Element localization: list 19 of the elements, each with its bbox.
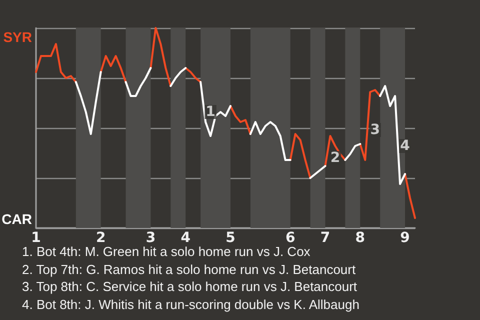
- x-tick-label: 8: [355, 230, 366, 246]
- x-tick-label: 9: [400, 230, 410, 246]
- text: CAR: [2, 211, 32, 227]
- annotation: 2: [330, 150, 340, 166]
- annotation: 4: [400, 138, 410, 154]
- x-tick-label: 4: [180, 230, 191, 246]
- x-tick-label: 7: [320, 230, 330, 246]
- text: 4. Bot 8th: J. Whitis hit a run-scoring double vs K. Allbaugh: [22, 296, 360, 313]
- x-tick-label: 6: [285, 230, 296, 246]
- x-tick-label: 1: [31, 230, 41, 246]
- series-label: SYR: [3, 29, 32, 45]
- annotation: 1: [206, 104, 216, 120]
- x-tick-label: 5: [226, 230, 236, 246]
- text: 3. Top 8th: C. Service hit a solo home run vs J. Betancourt: [22, 278, 358, 296]
- x-tick-label: 2: [96, 230, 106, 246]
- x-tick-label: 3: [146, 230, 156, 246]
- text: 2. Top 7th: G. Ramos hit a solo home run vs J. Betancourt: [22, 260, 357, 278]
- annotation: 3: [370, 122, 380, 138]
- text: 1. Bot 4th: M. Green hit a solo home run vs J. Cox: [22, 244, 310, 259]
